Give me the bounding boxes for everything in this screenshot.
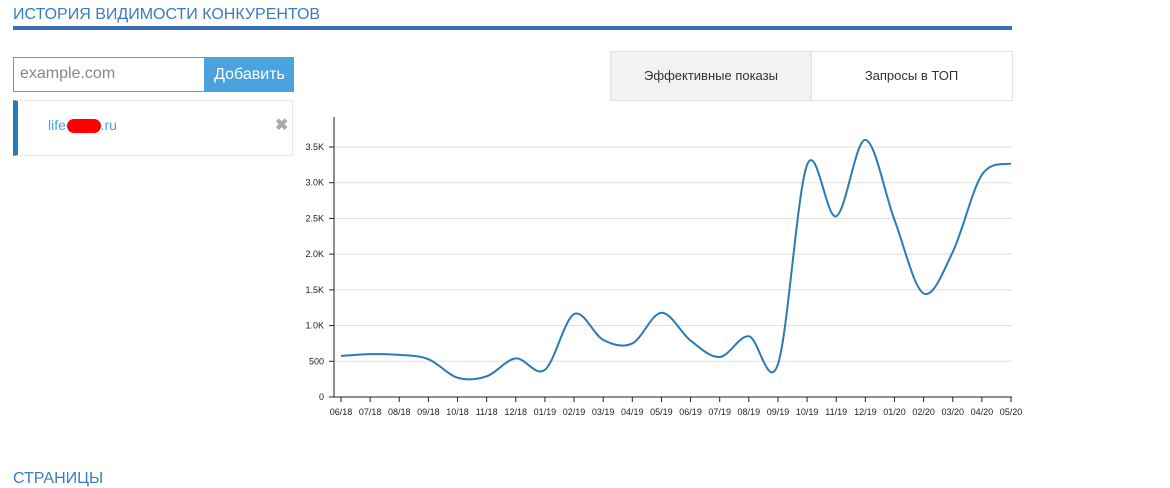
y-tick-label: 3.5K — [305, 142, 324, 152]
section-title: СТРАНИЦЫ — [13, 470, 104, 487]
section-title: ИСТОРИЯ ВИДИМОСТИ КОНКУРЕНТОВ — [13, 6, 321, 23]
add-button[interactable]: Добавить — [205, 57, 294, 92]
title-rule — [13, 26, 1012, 30]
x-tick-label: 11/18 — [476, 407, 498, 417]
y-tick-label: 1.0K — [305, 321, 324, 331]
domain-input[interactable]: example.com — [13, 57, 205, 92]
remove-icon[interactable]: ✖ — [275, 117, 289, 134]
x-tick-label: 02/20 — [912, 407, 935, 417]
x-tick-label: 12/18 — [505, 407, 528, 417]
x-tick-label: 01/20 — [883, 407, 906, 417]
x-tick-label: 08/18 — [388, 407, 411, 417]
x-tick-label: 10/19 — [796, 407, 819, 417]
x-tick-label: 04/19 — [621, 407, 644, 417]
competitor-item[interactable]: life- .ru — [13, 100, 293, 156]
domain-suffix: .ru — [100, 117, 117, 133]
x-tick-label: 04/20 — [971, 407, 994, 417]
y-tick-label: 2.5K — [305, 213, 324, 223]
x-tick-label: 09/18 — [417, 407, 440, 417]
x-tick-label: 05/19 — [650, 407, 673, 417]
x-tick-label: 03/19 — [592, 407, 615, 417]
x-tick-label: 09/19 — [767, 407, 790, 417]
y-tick-label: 2.0K — [305, 249, 324, 259]
domain-prefix: life- — [48, 117, 71, 133]
tab[interactable]: Эффективные показы — [610, 51, 812, 101]
x-tick-label: 07/18 — [359, 407, 382, 417]
y-tick-label: 3.0K — [305, 178, 324, 188]
x-tick-label: 06/19 — [679, 407, 702, 417]
x-tick-label: 11/19 — [825, 407, 847, 417]
redaction — [66, 119, 101, 134]
line-series — [340, 138, 1012, 381]
y-tick-label: 500 — [309, 356, 324, 366]
x-tick-label: 06/18 — [330, 407, 353, 417]
x-tick-label: 03/20 — [941, 407, 964, 417]
x-tick-label: 07/19 — [708, 407, 731, 417]
x-tick-label: 12/19 — [854, 407, 877, 417]
x-tick-label: 08/19 — [738, 407, 761, 417]
x-tick-label: 02/19 — [563, 407, 586, 417]
x-tick-label: 01/19 — [534, 407, 557, 417]
y-tick-label: 0 — [319, 392, 324, 402]
x-tick-label: 05/20 — [1000, 407, 1023, 417]
tab[interactable]: Запросы в ТОП — [811, 51, 1013, 101]
x-tick-label: 10/18 — [446, 407, 469, 417]
y-tick-label: 1.5K — [305, 285, 324, 295]
